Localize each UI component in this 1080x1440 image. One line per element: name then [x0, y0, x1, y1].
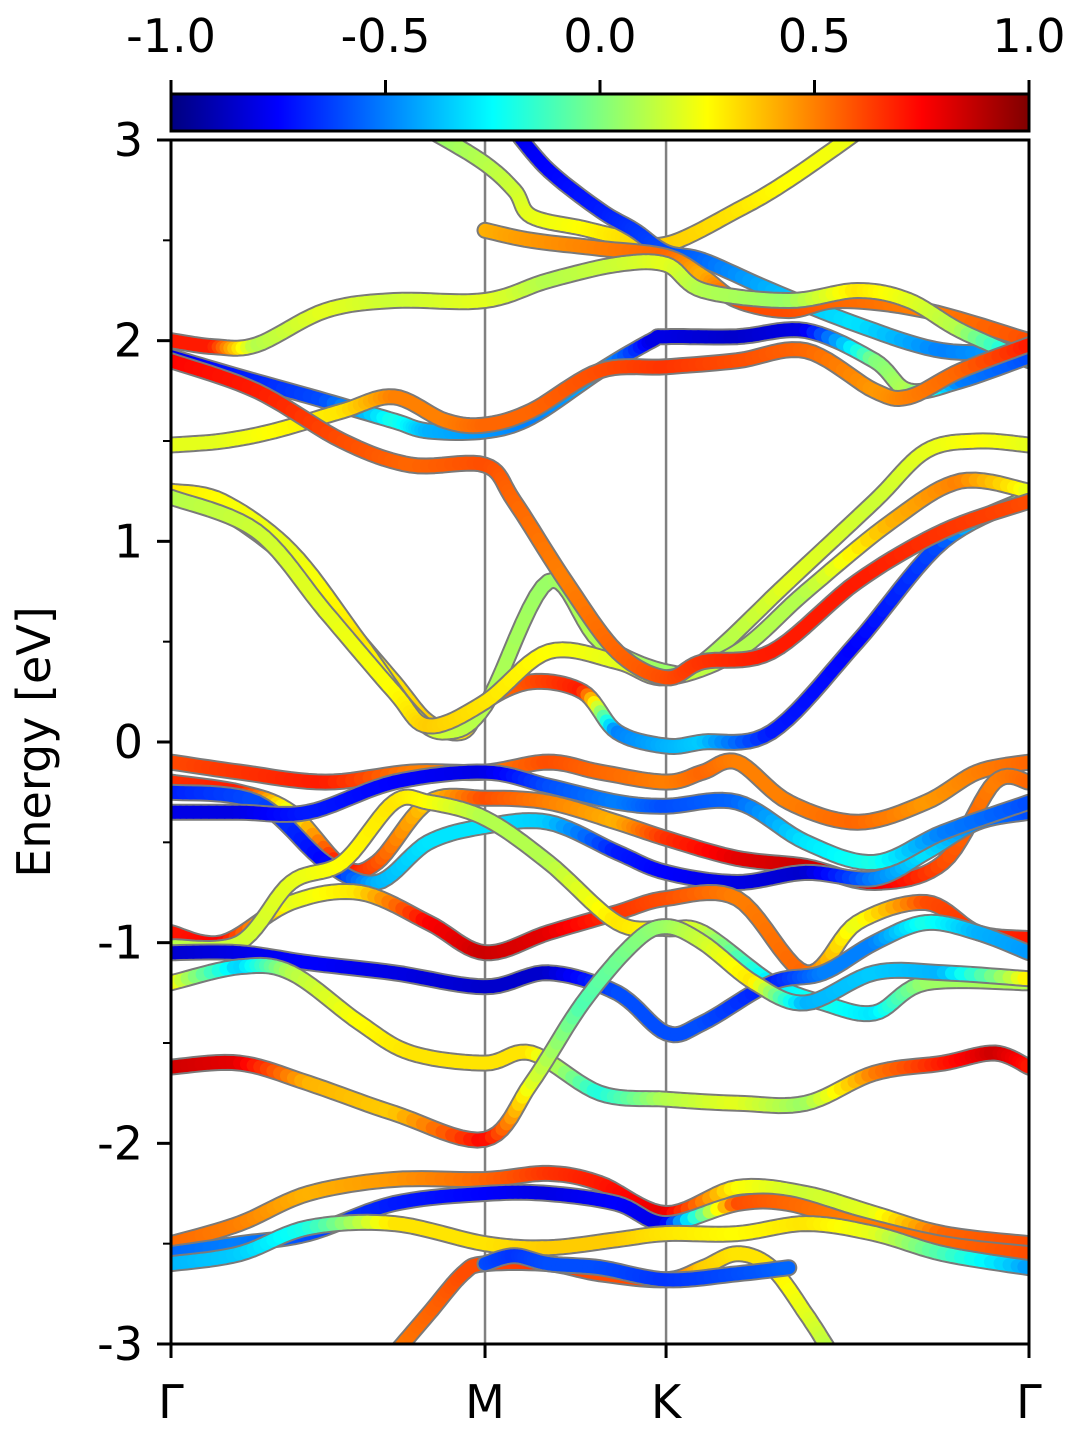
bands: [171, 140, 1029, 1354]
band-series: [171, 352, 1029, 687]
y-axis-title: Energy [eV]: [7, 606, 61, 877]
y-axis: -3 -2 -1 0 1 2 3: [97, 113, 171, 1371]
band-series: [171, 1164, 1029, 1253]
band-segment: [433, 140, 450, 145]
band-series: [171, 913, 1029, 1044]
colorbar-gradient: [169, 92, 1031, 133]
band-series: [171, 763, 1029, 871]
band-series: [171, 783, 1029, 892]
band-series: [171, 253, 1029, 370]
colorbar-tick-label: 0.0: [563, 9, 636, 63]
band-series: [171, 918, 1029, 1149]
y-tick-label: 0: [114, 715, 143, 769]
band-series: [476, 1247, 798, 1289]
colorbar-tick-label: 0.5: [778, 9, 851, 63]
band-series: [171, 956, 1029, 1115]
band-segment: [823, 1342, 833, 1344]
band-segment: [514, 140, 524, 142]
y-tick-label: -1: [97, 916, 143, 970]
band-segment: [394, 1342, 404, 1344]
kpoint-label: K: [651, 1375, 683, 1429]
colorbar-ticks: -1.0 -0.5 0.0 0.5 1.0: [126, 9, 1066, 94]
band-segment: [394, 1352, 396, 1354]
y-tick-label: 2: [114, 314, 143, 368]
kpoint-label: M: [465, 1375, 505, 1429]
colorbar-tick-label: 1.0: [992, 9, 1065, 63]
y-tick-label: 1: [114, 514, 143, 568]
band-series: [171, 752, 1029, 831]
y-tick-label: -3: [97, 1317, 143, 1371]
band-segment: [819, 1338, 834, 1344]
plot-area: -3 -2 -1 0 1 2 3 Γ M K Γ Energy [eV]: [7, 113, 1042, 1429]
colorbar-tick-label: -1.0: [126, 9, 216, 63]
y-tick-label: 3: [114, 113, 143, 167]
kpoint-label: Γ: [158, 1375, 184, 1429]
band-segment: [830, 1352, 832, 1354]
band-series: [171, 1213, 1029, 1277]
band-series: [171, 471, 1029, 735]
y-tick-label: -2: [97, 1116, 143, 1170]
colorbar: -1.0 -0.5 0.0 0.5 1.0: [126, 9, 1066, 133]
colorbar-tick-label: -0.5: [341, 9, 431, 63]
kpoint-label: Γ: [1016, 1375, 1042, 1429]
